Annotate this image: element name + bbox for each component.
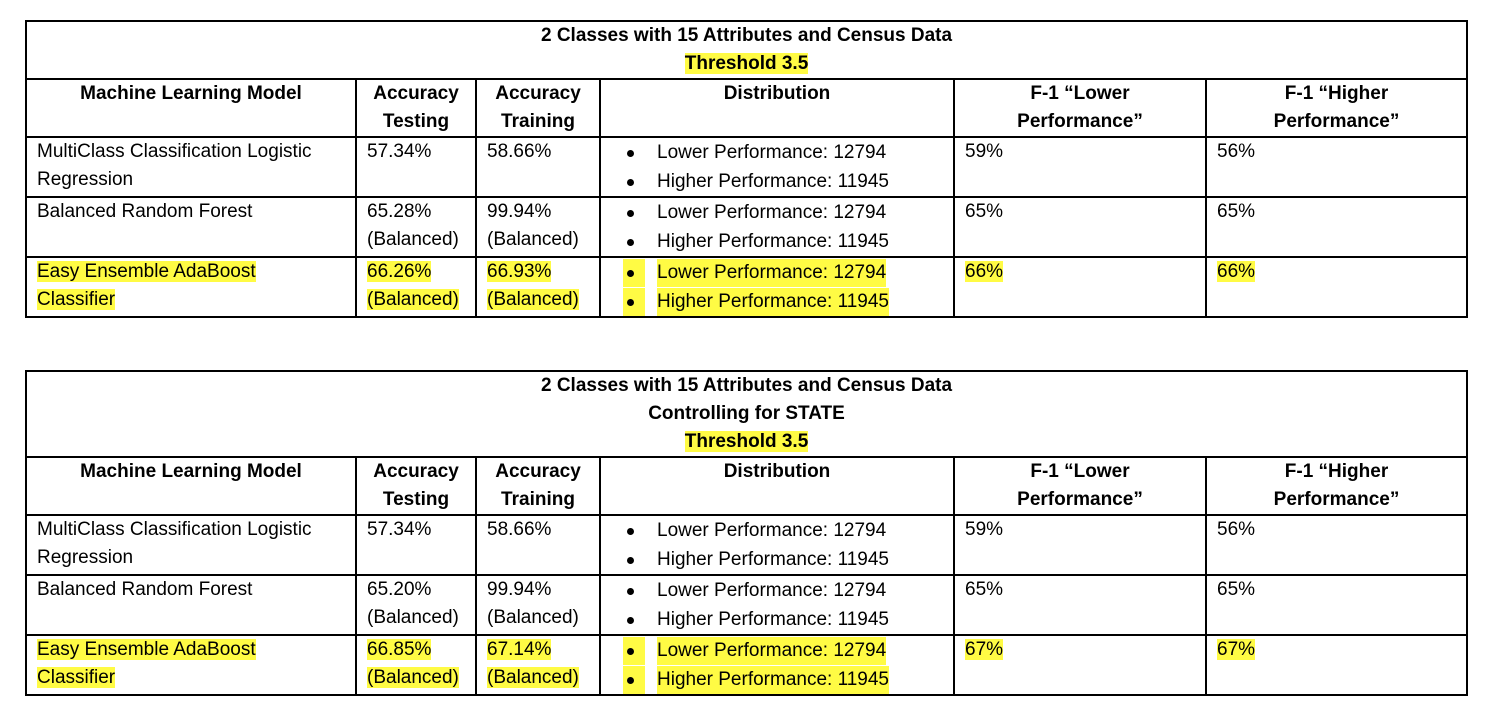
bullet-icon: [623, 606, 645, 634]
list-item: Lower Performance: 12794: [623, 516, 945, 545]
distribution-cell: Lower Performance: 12794 Higher Performa…: [599, 574, 955, 636]
table-row-highlighted: Easy Ensemble AdaBoost Classifier 66.85%(…: [25, 634, 1469, 696]
f1-lower-cell: 59%: [953, 514, 1207, 576]
header-f1-higher: F-1 “Higher Performance”: [1204, 456, 1469, 516]
distribution-cell: Lower Performance: 12794 Higher Performa…: [599, 196, 955, 258]
accuracy-testing-cell: 65.20% (Balanced): [355, 574, 477, 636]
table-title-row: 2 Classes with 15 Attributes and Census …: [24, 370, 1469, 458]
bullet-icon: [623, 546, 645, 574]
table-title: 2 Classes with 15 Attributes and Census …: [24, 370, 1469, 458]
distribution-cell: Lower Performance: 12794 Higher Performa…: [599, 514, 955, 576]
header-model: Machine Learning Model: [25, 78, 357, 138]
model-cell: Easy Ensemble AdaBoost Classifier: [25, 256, 357, 318]
table-title-line: 2 Classes with 15 Attributes and Census …: [540, 375, 953, 396]
threshold-label: Threshold 3.5: [684, 431, 809, 452]
bullet-icon: [623, 168, 645, 196]
header-model: Machine Learning Model: [25, 456, 357, 516]
threshold-label: Threshold 3.5: [684, 53, 809, 74]
distribution-list: Lower Performance: 12794 Higher Performa…: [623, 138, 945, 196]
list-item: Higher Performance: 11945: [623, 665, 945, 694]
header-f1-lower: F-1 “Lower Performance”: [953, 456, 1207, 516]
f1-lower-cell: 67%: [953, 634, 1207, 696]
header-distribution: Distribution: [599, 456, 955, 516]
list-item: Lower Performance: 12794: [623, 576, 945, 605]
header-row: Machine Learning Model Accuracy Testing A…: [25, 456, 1469, 516]
table-row: Balanced Random Forest 65.20% (Balanced) …: [25, 574, 1469, 636]
f1-higher-cell: 65%: [1204, 574, 1469, 636]
accuracy-testing-cell: 66.85% (Balanced): [355, 634, 477, 696]
bullet-icon: [623, 259, 645, 287]
header-f1-higher: F-1 “Higher Performance”: [1204, 78, 1469, 138]
header-distribution: Distribution: [599, 78, 955, 138]
bullet-icon: [623, 666, 645, 694]
table-title-row: 2 Classes with 15 Attributes and Census …: [24, 20, 1469, 80]
bullet-icon: [623, 199, 645, 227]
header-accuracy-testing: Accuracy Testing: [355, 78, 477, 138]
list-item: Higher Performance: 11945: [623, 545, 945, 574]
results-table-1: 2 Classes with 15 Attributes and Census …: [24, 20, 1469, 318]
model-cell: MultiClass Classification Logistic Regres…: [25, 136, 357, 198]
list-item: Lower Performance: 12794: [623, 636, 945, 665]
list-item: Higher Performance: 11945: [623, 167, 945, 196]
table-subtitle-line: Controlling for STATE: [648, 403, 845, 424]
header-row: Machine Learning Model Accuracy Testing A…: [25, 78, 1469, 138]
f1-lower-cell: 65%: [953, 196, 1207, 258]
model-cell: MultiClass Classification Logistic Regres…: [25, 514, 357, 576]
list-item: Higher Performance: 11945: [623, 287, 945, 316]
model-cell: Balanced Random Forest: [25, 196, 357, 258]
table-row: MultiClass Classification Logistic Regres…: [25, 136, 1469, 198]
model-cell: Balanced Random Forest: [25, 574, 357, 636]
header-accuracy-training: Accuracy Training: [475, 78, 601, 138]
f1-higher-cell: 66%: [1204, 256, 1469, 318]
f1-higher-cell: 56%: [1204, 136, 1469, 198]
list-item: Higher Performance: 11945: [623, 227, 945, 256]
accuracy-training-cell: 58.66%: [475, 514, 601, 576]
bullet-icon: [623, 139, 645, 167]
list-item: Higher Performance: 11945: [623, 605, 945, 634]
bullet-icon: [623, 577, 645, 605]
list-item: Lower Performance: 12794: [623, 258, 945, 287]
distribution-list: Lower Performance: 12794 Higher Performa…: [623, 258, 945, 316]
f1-higher-cell: 56%: [1204, 514, 1469, 576]
list-item: Lower Performance: 12794: [623, 138, 945, 167]
f1-higher-cell: 67%: [1204, 634, 1469, 696]
header-f1-lower: F-1 “Lower Performance”: [953, 78, 1207, 138]
f1-lower-cell: 59%: [953, 136, 1207, 198]
f1-higher-cell: 65%: [1204, 196, 1469, 258]
accuracy-training-cell: 58.66%: [475, 136, 601, 198]
header-accuracy-testing: Accuracy Testing: [355, 456, 477, 516]
distribution-cell: Lower Performance: 12794 Higher Performa…: [599, 256, 955, 318]
accuracy-testing-cell: 65.28% (Balanced): [355, 196, 477, 258]
distribution-list: Lower Performance: 12794 Higher Performa…: [623, 198, 945, 256]
accuracy-testing-cell: 57.34%: [355, 136, 477, 198]
accuracy-testing-cell: 66.26% (Balanced): [355, 256, 477, 318]
distribution-cell: Lower Performance: 12794 Higher Performa…: [599, 634, 955, 696]
accuracy-training-cell: 67.14% (Balanced): [475, 634, 601, 696]
table-row: Balanced Random Forest 65.28% (Balanced) …: [25, 196, 1469, 258]
table-title-line: 2 Classes with 15 Attributes and Census …: [540, 25, 953, 46]
results-table-2: 2 Classes with 15 Attributes and Census …: [24, 370, 1469, 696]
table-row: MultiClass Classification Logistic Regres…: [25, 514, 1469, 576]
bullet-icon: [623, 517, 645, 545]
bullet-icon: [623, 228, 645, 256]
f1-lower-cell: 66%: [953, 256, 1207, 318]
accuracy-training-cell: 66.93% (Balanced): [475, 256, 601, 318]
accuracy-training-cell: 99.94% (Balanced): [475, 196, 601, 258]
header-accuracy-training: Accuracy Training: [475, 456, 601, 516]
table-title: 2 Classes with 15 Attributes and Census …: [24, 20, 1469, 80]
f1-lower-cell: 65%: [953, 574, 1207, 636]
bullet-icon: [623, 637, 645, 665]
distribution-list: Lower Performance: 12794 Higher Performa…: [623, 576, 945, 634]
bullet-icon: [623, 288, 645, 316]
accuracy-training-cell: 99.94% (Balanced): [475, 574, 601, 636]
model-cell: Easy Ensemble AdaBoost Classifier: [25, 634, 357, 696]
distribution-list: Lower Performance: 12794 Higher Performa…: [623, 636, 945, 694]
accuracy-testing-cell: 57.34%: [355, 514, 477, 576]
distribution-cell: Lower Performance: 12794 Higher Performa…: [599, 136, 955, 198]
distribution-list: Lower Performance: 12794 Higher Performa…: [623, 516, 945, 574]
list-item: Lower Performance: 12794: [623, 198, 945, 227]
table-row-highlighted: Easy Ensemble AdaBoost Classifier 66.26%(…: [25, 256, 1469, 318]
